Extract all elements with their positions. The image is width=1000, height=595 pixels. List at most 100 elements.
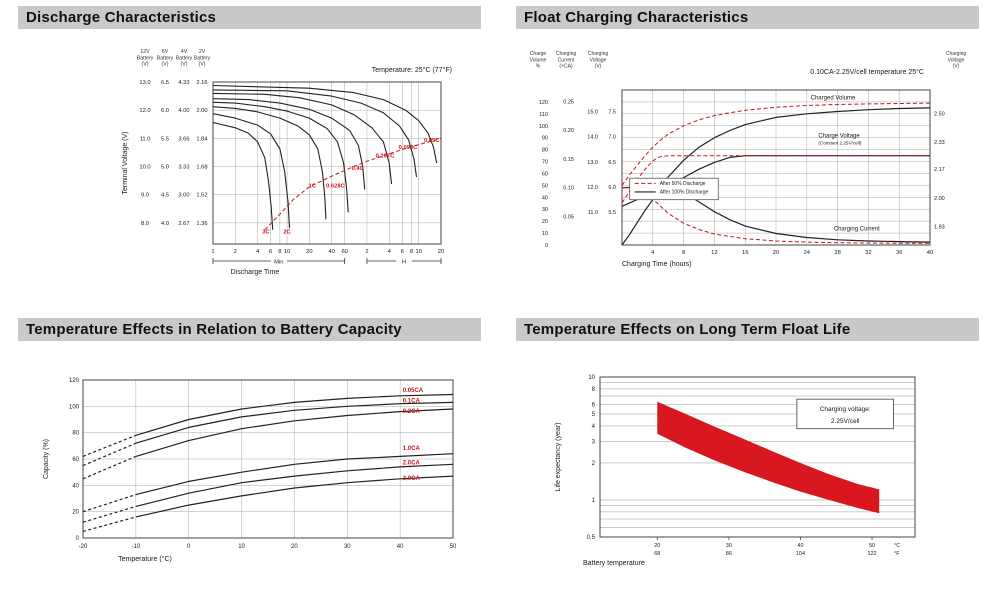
svg-text:3C: 3C bbox=[262, 229, 270, 235]
svg-text:0.093C: 0.093C bbox=[399, 145, 419, 151]
svg-text:0.1CA: 0.1CA bbox=[403, 398, 421, 404]
svg-text:Charged Volume: Charged Volume bbox=[811, 96, 856, 102]
svg-text:40: 40 bbox=[927, 250, 933, 256]
svg-text:120: 120 bbox=[69, 378, 80, 384]
svg-text:2: 2 bbox=[592, 461, 596, 467]
series bbox=[82, 393, 454, 532]
svg-text:10: 10 bbox=[415, 249, 421, 255]
series-charged_volume_100 bbox=[621, 107, 931, 246]
svg-text:122: 122 bbox=[867, 551, 876, 557]
svg-text:2.0CA: 2.0CA bbox=[403, 460, 421, 466]
svg-text:14.0: 14.0 bbox=[587, 135, 598, 141]
svg-text:Life expectancy (year): Life expectancy (year) bbox=[555, 423, 562, 492]
svg-text:0.207C: 0.207C bbox=[376, 154, 396, 160]
svg-text:(×CA): (×CA) bbox=[559, 64, 573, 70]
temp-capacity-chart: 0 20 40 60 80 100 120 -20 -10 0 10 20 30 40 50 Temperat… bbox=[43, 378, 457, 563]
panel-discharge: Discharge Characteristics 12V Battery (V) 1… bbox=[8, 6, 496, 312]
series-0.4C bbox=[212, 98, 366, 190]
series-3.0CA bbox=[135, 475, 454, 518]
svg-text:60: 60 bbox=[341, 249, 347, 255]
panel-title-temp-capacity: Temperature Effects in Relation to Batte… bbox=[18, 318, 481, 341]
svg-text:30: 30 bbox=[344, 544, 351, 550]
svg-text:2.25V/cell: 2.25V/cell bbox=[831, 418, 860, 425]
svg-text:(V): (V) bbox=[181, 62, 188, 68]
svg-text:30: 30 bbox=[726, 543, 732, 549]
svg-text:2.67: 2.67 bbox=[178, 221, 189, 227]
svg-text:0.10: 0.10 bbox=[563, 186, 574, 192]
discharge-plot: 12VBattery(V)13.012.011.010.09.08.06VBat… bbox=[122, 49, 452, 276]
svg-text:13.0: 13.0 bbox=[139, 80, 150, 86]
svg-text:86: 86 bbox=[726, 551, 732, 557]
float-charging-chart: ChargeVolume%ChargingCurrent(×CA)Chargin… bbox=[530, 51, 967, 268]
svg-text:80: 80 bbox=[542, 148, 548, 154]
svg-text:7.5: 7.5 bbox=[608, 109, 616, 115]
svg-text:Temperature: 25°C (77°F): Temperature: 25°C (77°F) bbox=[372, 66, 452, 74]
svg-text:10: 10 bbox=[238, 544, 245, 550]
svg-text:20: 20 bbox=[72, 510, 79, 516]
svg-text:5.0: 5.0 bbox=[161, 165, 169, 171]
panel-temp-capacity: Temperature Effects in Relation to Batte… bbox=[8, 318, 496, 590]
svg-text:1: 1 bbox=[592, 498, 596, 504]
svg-text:5.5: 5.5 bbox=[161, 136, 169, 142]
svg-text:1.0CA: 1.0CA bbox=[403, 446, 421, 452]
svg-text:0.20: 0.20 bbox=[563, 128, 574, 134]
svg-text:8.0: 8.0 bbox=[141, 221, 149, 227]
svg-text:0.5: 0.5 bbox=[587, 535, 596, 541]
svg-text:4.00: 4.00 bbox=[178, 108, 189, 114]
svg-text:Charge Voltage: Charge Voltage bbox=[818, 134, 860, 140]
svg-text:10: 10 bbox=[542, 231, 548, 237]
svg-text:Discharge Time: Discharge Time bbox=[231, 269, 280, 276]
svg-text:-10: -10 bbox=[132, 544, 141, 550]
svg-text:4.0: 4.0 bbox=[161, 221, 169, 227]
svg-text:0.10CA-2.25V/cell temperature: 0.10CA-2.25V/cell temperature 25°C bbox=[810, 68, 924, 76]
svg-text:20: 20 bbox=[542, 219, 548, 225]
series-0.207C bbox=[212, 92, 393, 185]
svg-text:6: 6 bbox=[592, 402, 596, 408]
life-band bbox=[657, 401, 880, 514]
svg-text:(V): (V) bbox=[595, 64, 602, 70]
series-1.0CA bbox=[135, 453, 454, 496]
svg-text:Battery: Battery bbox=[194, 55, 211, 61]
svg-text:Charging: Charging bbox=[588, 51, 609, 57]
panel-title-float-life: Temperature Effects on Long Term Float L… bbox=[516, 318, 979, 341]
svg-text:%: % bbox=[536, 64, 541, 70]
svg-text:20: 20 bbox=[306, 249, 312, 255]
panel-title-discharge: Discharge Characteristics bbox=[18, 6, 481, 29]
svg-text:100: 100 bbox=[539, 124, 548, 130]
svg-text:3.66: 3.66 bbox=[178, 136, 189, 142]
svg-text:2: 2 bbox=[234, 249, 237, 255]
svg-text:After 100% Discharge: After 100% Discharge bbox=[660, 190, 709, 196]
svg-text:Volume: Volume bbox=[530, 57, 547, 63]
svg-text:10: 10 bbox=[588, 375, 595, 381]
svg-text:2.00: 2.00 bbox=[196, 108, 207, 114]
svg-text:80: 80 bbox=[72, 431, 79, 437]
svg-text:3.0CA: 3.0CA bbox=[403, 476, 421, 482]
svg-text:104: 104 bbox=[796, 551, 805, 557]
svg-text:8: 8 bbox=[682, 250, 685, 256]
svg-text:Charging Current: Charging Current bbox=[834, 227, 880, 233]
svg-text:32: 32 bbox=[865, 250, 871, 256]
svg-text:3.33: 3.33 bbox=[178, 165, 189, 171]
svg-text:0.2CA: 0.2CA bbox=[403, 409, 421, 415]
svg-text:4.33: 4.33 bbox=[178, 80, 189, 86]
series-0.1CA bbox=[135, 401, 454, 444]
svg-text:(V): (V) bbox=[199, 62, 206, 68]
svg-text:5: 5 bbox=[592, 412, 596, 418]
svg-text:28: 28 bbox=[834, 250, 840, 256]
svg-text:50: 50 bbox=[542, 183, 548, 189]
svg-text:6: 6 bbox=[269, 249, 272, 255]
svg-text:Battery: Battery bbox=[176, 55, 193, 61]
svg-text:1.52: 1.52 bbox=[196, 193, 207, 199]
svg-text:50: 50 bbox=[450, 544, 457, 550]
series-2.0CA bbox=[135, 463, 454, 507]
svg-text:1C: 1C bbox=[309, 184, 317, 190]
svg-text:16: 16 bbox=[742, 250, 748, 256]
svg-text:60: 60 bbox=[542, 171, 548, 177]
svg-text:4: 4 bbox=[388, 249, 392, 255]
svg-text:Charging Time (hours): Charging Time (hours) bbox=[622, 261, 692, 268]
svg-text:0.628C: 0.628C bbox=[326, 184, 346, 190]
svg-text:3.00: 3.00 bbox=[178, 193, 189, 199]
svg-text:2: 2 bbox=[365, 249, 368, 255]
series-charging_current_50 bbox=[622, 187, 930, 244]
svg-text:Charge: Charge bbox=[530, 51, 547, 57]
